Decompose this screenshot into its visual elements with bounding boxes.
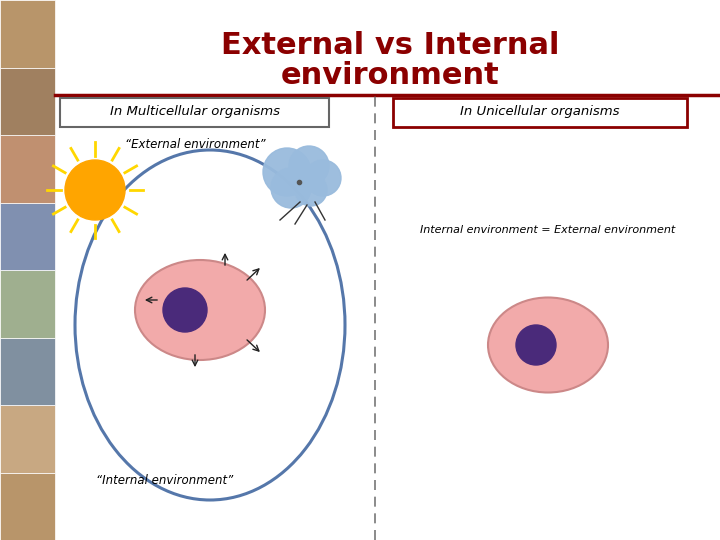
FancyBboxPatch shape [60, 98, 329, 127]
Bar [0, 0, 55, 68]
Text: “External environment”: “External environment” [125, 138, 265, 152]
Bar [0, 338, 55, 405]
Text: In Unicellular organisms: In Unicellular organisms [460, 105, 620, 118]
Circle shape [516, 325, 556, 365]
Circle shape [263, 148, 311, 196]
Circle shape [163, 288, 207, 332]
Text: “Internal environment”: “Internal environment” [96, 474, 233, 487]
Circle shape [295, 174, 327, 206]
Circle shape [271, 168, 311, 208]
Text: External vs Internal: External vs Internal [221, 30, 559, 59]
Text: environment: environment [281, 60, 500, 90]
Bar [0, 472, 55, 540]
Bar [0, 405, 55, 472]
FancyBboxPatch shape [393, 98, 687, 127]
Circle shape [305, 160, 341, 196]
Circle shape [65, 160, 125, 220]
Bar [0, 135, 55, 202]
Ellipse shape [135, 260, 265, 360]
Bar [0, 68, 55, 135]
Bar [0, 202, 55, 270]
Text: In Multicellular organisms: In Multicellular organisms [110, 105, 280, 118]
Bar [0, 270, 55, 338]
Text: Internal environment = External environment: Internal environment = External environm… [420, 225, 675, 235]
Ellipse shape [488, 298, 608, 393]
Circle shape [289, 146, 329, 186]
